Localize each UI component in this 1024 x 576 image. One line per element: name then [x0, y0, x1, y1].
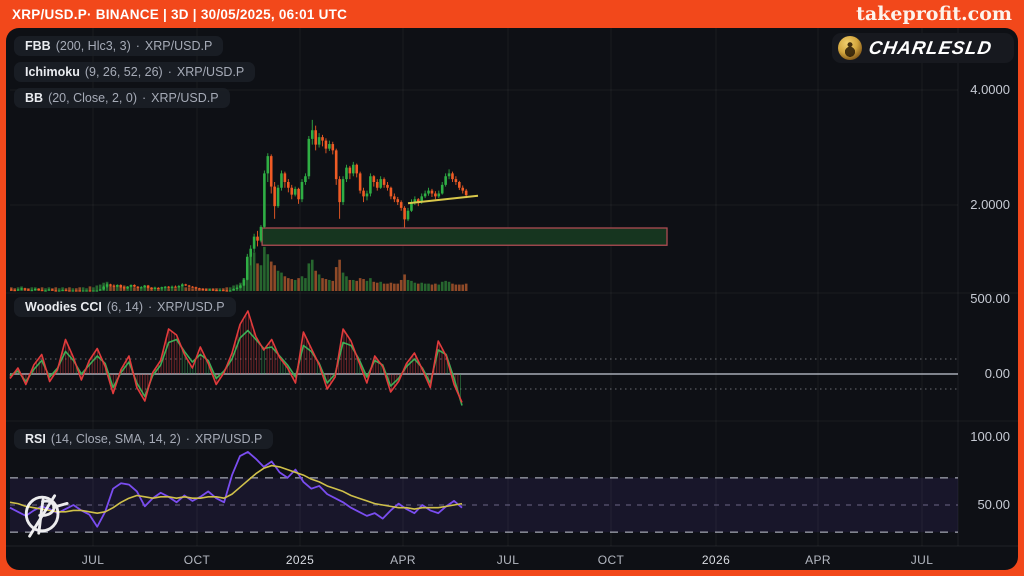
indicator-params: (200, Hlc3, 3) [55, 39, 131, 53]
indicator-name: RSI [25, 432, 46, 446]
indicator-name: FBB [25, 39, 51, 53]
avatar [838, 36, 862, 60]
indicator-symbol: XRP/USD.P [176, 65, 245, 79]
profile-badge: CHARLESLD [832, 33, 1014, 63]
top-bar: XRP/USD.P· BINANCE | 3D | 30/05/2025, 06… [0, 0, 1024, 28]
symbol-title: XRP/USD.P· BINANCE | 3D | 30/05/2025, 06… [12, 6, 348, 22]
separator-dot: · [185, 432, 190, 446]
indicator-name: BB [25, 91, 44, 105]
legend-fbb[interactable]: FBB (200, Hlc3, 3) · XRP/USD.P [14, 36, 224, 56]
takeprofit-watermark-logo [24, 494, 69, 538]
indicator-symbol: XRP/USD.P [194, 432, 263, 446]
legend-ichimoku[interactable]: Ichimoku (9, 26, 52, 26) · XRP/USD.P [14, 62, 256, 82]
chart-canvas[interactable] [6, 28, 1018, 570]
indicator-symbol: XRP/USD.P [157, 300, 225, 314]
indicator-params: (6, 14) [106, 300, 143, 314]
legend-rsi[interactable]: RSI (14, Close, SMA, 14, 2) · XRP/USD.P [14, 429, 274, 449]
indicator-params: (20, Close, 2, 0) [48, 91, 137, 105]
indicator-name: Woodies CCI [25, 300, 102, 314]
indicator-params: (9, 26, 52, 26) [84, 65, 163, 79]
site-logo: takeprofit.com [856, 3, 1012, 25]
profile-name: CHARLESLD [867, 37, 995, 58]
indicator-symbol: XRP/USD.P [144, 39, 213, 53]
legend-woodies-cci[interactable]: Woodies CCI (6, 14) · XRP/USD.P [14, 297, 236, 317]
chart-panel: 4.0000 2.0000 500.00 0.00 100.00 50.00 JUL OCT 2… [6, 28, 1018, 570]
separator-dot: · [167, 65, 172, 79]
separator-dot: · [142, 91, 147, 105]
indicator-params: (14, Close, SMA, 14, 2) [50, 432, 181, 446]
legend-bb[interactable]: BB (20, Close, 2, 0) · XRP/USD.P [14, 88, 230, 108]
separator-dot: · [135, 39, 140, 53]
indicator-name: Ichimoku [25, 65, 80, 79]
separator-dot: · [148, 300, 153, 314]
indicator-symbol: XRP/USD.P [151, 91, 219, 105]
